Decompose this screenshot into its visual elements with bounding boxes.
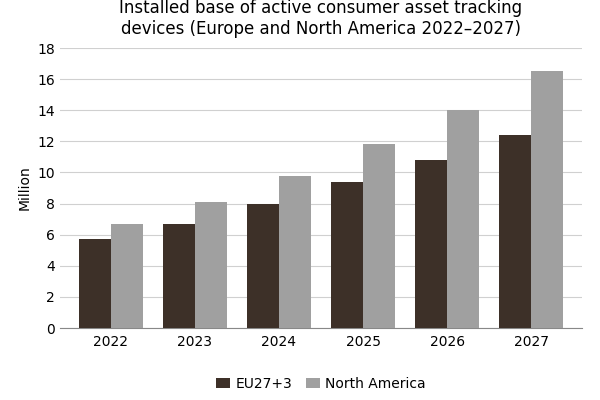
Bar [532,71,563,328]
Bar [279,176,311,328]
Y-axis label: Million: Million [18,166,32,210]
Bar [163,224,195,328]
Bar [195,202,227,328]
Bar [247,204,279,328]
Bar [79,239,110,328]
Title: Installed base of active consumer asset tracking
devices (Europe and North Ameri: Installed base of active consumer asset … [119,0,523,38]
Legend: EU27+3, North America: EU27+3, North America [211,371,431,396]
Bar [499,135,532,328]
Bar [447,110,479,328]
Bar [363,144,395,328]
Bar [331,182,363,328]
Bar [110,224,143,328]
Bar [415,160,447,328]
